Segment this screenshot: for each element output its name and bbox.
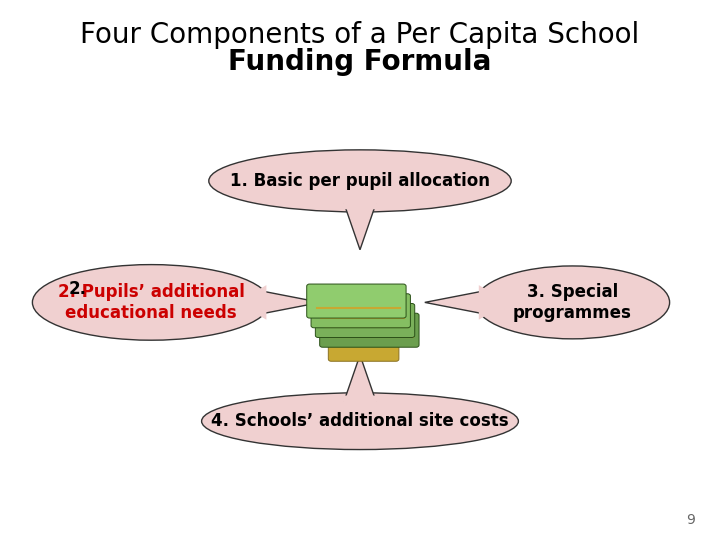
- Ellipse shape: [209, 150, 511, 212]
- Ellipse shape: [475, 266, 670, 339]
- Text: Funding Formula: Funding Formula: [228, 48, 492, 76]
- Text: 2.: 2.: [68, 280, 86, 298]
- Polygon shape: [425, 291, 486, 314]
- Text: Four Components of a Per Capita School: Four Components of a Per Capita School: [81, 21, 639, 49]
- FancyBboxPatch shape: [320, 313, 419, 347]
- Ellipse shape: [32, 265, 270, 340]
- Text: 9: 9: [686, 512, 695, 526]
- Polygon shape: [337, 202, 383, 209]
- FancyBboxPatch shape: [307, 284, 406, 318]
- Polygon shape: [344, 355, 376, 401]
- FancyBboxPatch shape: [311, 294, 410, 328]
- FancyBboxPatch shape: [315, 303, 415, 338]
- Polygon shape: [257, 285, 266, 320]
- Text: 4. Schools’ additional site costs: 4. Schools’ additional site costs: [211, 412, 509, 430]
- Polygon shape: [337, 395, 383, 403]
- Text: 2. Pupils’ additional
educational needs: 2. Pupils’ additional educational needs: [58, 283, 245, 322]
- Ellipse shape: [202, 393, 518, 449]
- Text: 1. Basic per pupil allocation: 1. Basic per pupil allocation: [230, 172, 490, 190]
- Text: 3. Special
programmes: 3. Special programmes: [513, 283, 632, 322]
- Polygon shape: [344, 204, 376, 249]
- Polygon shape: [479, 285, 488, 320]
- FancyBboxPatch shape: [328, 319, 399, 361]
- Polygon shape: [259, 291, 320, 314]
